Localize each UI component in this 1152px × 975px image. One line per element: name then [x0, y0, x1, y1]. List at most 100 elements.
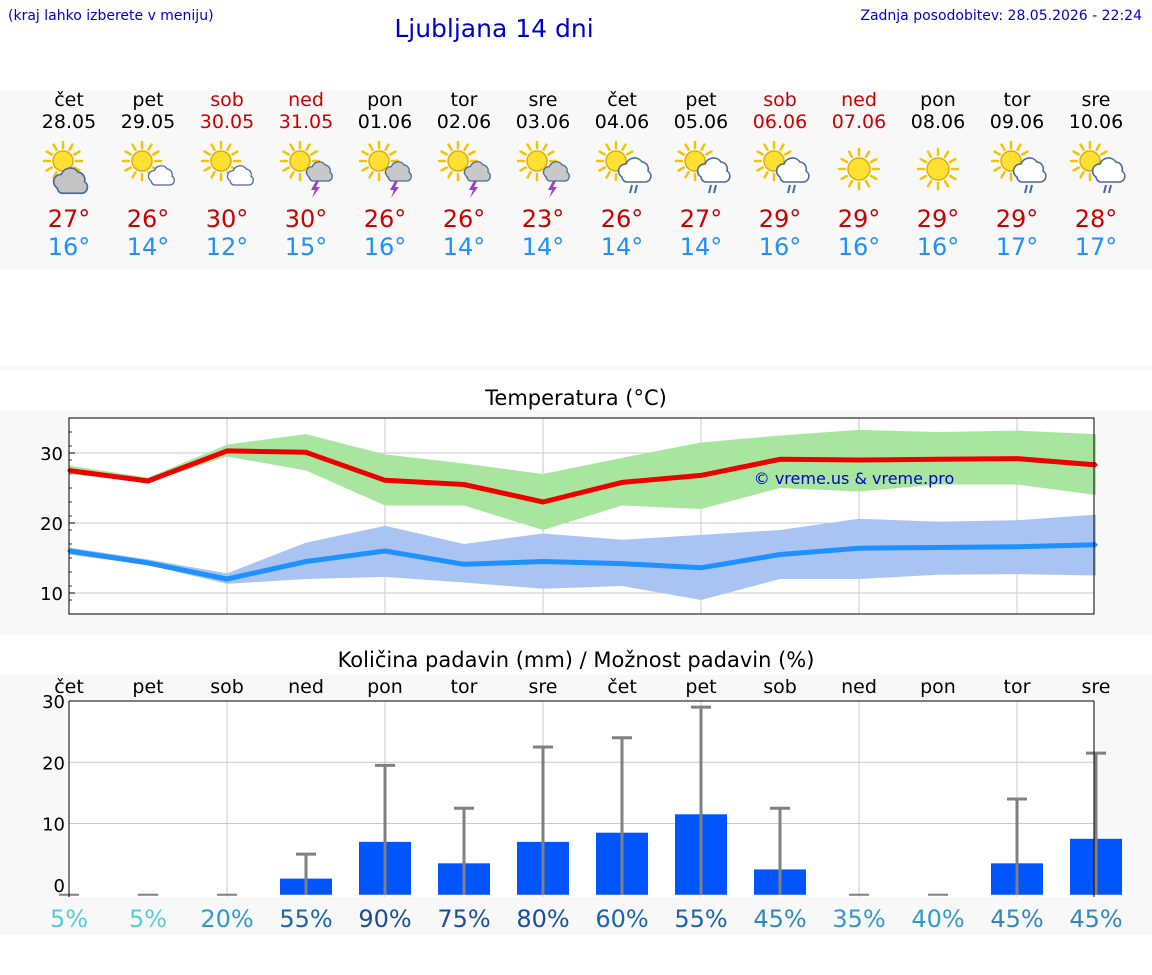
data-point: [699, 473, 703, 477]
data-point: [541, 560, 545, 563]
data-point: [146, 479, 150, 483]
y-tick-label: 30: [40, 444, 63, 465]
data-point: [1094, 463, 1098, 467]
forecast-day: tor 09.06 29° 17°: [972, 89, 1062, 261]
sun-rain-icon: [990, 140, 1047, 194]
precip-probability: 45%: [753, 905, 806, 933]
data-point: [620, 480, 624, 484]
last-updated: Zadnja posodobitev: 28.05.2026 - 22:24: [860, 8, 1142, 24]
y-tick-label: 30: [42, 692, 65, 713]
min-temperature: 16°: [758, 233, 802, 261]
day-label: čet: [607, 676, 637, 698]
sun-rain-icon: [674, 140, 731, 194]
min-temperature: 15°: [284, 233, 328, 261]
max-temp-range-band: [69, 429, 1096, 530]
day-label: sob: [210, 676, 244, 698]
sun-rain-icon: [1069, 140, 1126, 194]
precip-probability: 45%: [990, 905, 1043, 933]
precipitation-chart: čet pet sob ned pon tor sre čet pet sob ned pon tor s…: [42, 676, 1123, 933]
data-point: [304, 560, 308, 563]
y-tick-label: 20: [42, 753, 65, 774]
data-point: [225, 449, 229, 453]
data-point: [225, 577, 229, 581]
forecast-strip: [0, 90, 1152, 270]
max-temperature: 28°: [1074, 205, 1118, 233]
sun-icon: [916, 147, 960, 191]
day-name: sre: [528, 89, 558, 111]
day-date: 03.06: [515, 111, 571, 133]
data-point: [936, 457, 940, 461]
precip-probability: 20%: [200, 905, 253, 933]
day-label: pon: [367, 676, 403, 698]
day-date: 28.05: [41, 111, 97, 133]
day-date: 29.05: [120, 111, 176, 133]
data-point: [699, 566, 703, 570]
precip-probability: 5%: [50, 905, 88, 933]
data-point: [857, 546, 861, 550]
forecast-day: pon 08.06 29° 16°: [893, 89, 983, 261]
location-hint[interactable]: (kraj lahko izberete v meniju): [8, 8, 214, 24]
sun-small-cloud-icon: [121, 140, 175, 186]
day-name: pet: [685, 89, 717, 111]
precip-probability: 80%: [516, 905, 569, 933]
max-temperature: 29°: [837, 205, 881, 233]
forecast-day: ned 31.05 30° 15°: [261, 89, 351, 261]
day-date: 07.06: [831, 111, 887, 133]
data-point: [778, 553, 782, 556]
precip-probability: 40%: [911, 905, 964, 933]
day-name: sob: [763, 89, 797, 111]
forecast-day: čet 04.06 26° 14°: [577, 89, 667, 261]
day-label: tor: [451, 676, 478, 698]
day-date: 30.05: [199, 111, 255, 133]
day-name: pon: [920, 89, 956, 111]
max-temperature: 23°: [521, 205, 565, 233]
min-temp-range-band: [69, 514, 1096, 600]
max-temperature: 26°: [600, 205, 644, 233]
sun-rain-icon: [595, 140, 652, 194]
day-label: čet: [54, 676, 84, 698]
precip-probability: 55%: [674, 905, 727, 933]
min-temperature: 14°: [521, 233, 565, 261]
precip-probability: 55%: [279, 905, 332, 933]
min-temperature: 14°: [679, 233, 723, 261]
y-tick-label: 20: [40, 514, 63, 535]
forecast-day: ned 07.06 29° 16°: [814, 89, 904, 261]
data-point: [541, 500, 545, 504]
forecast-day: pon 01.06 26° 16°: [340, 89, 430, 261]
precip-probability: 45%: [1069, 905, 1122, 933]
forecast-day: čet 28.05 27° 16°: [24, 89, 114, 261]
data-point: [857, 458, 861, 462]
day-name: čet: [607, 89, 637, 111]
sun-cloud-icon: [42, 140, 89, 195]
day-name: ned: [288, 89, 324, 111]
precip-probability: 60%: [595, 905, 648, 933]
forecast-day: tor 02.06 26° 14°: [419, 89, 509, 261]
day-name: tor: [450, 89, 478, 111]
min-temperature: 14°: [442, 233, 486, 261]
day-date: 01.06: [357, 111, 413, 133]
min-temperature: 14°: [600, 233, 644, 261]
max-temp-line: [68, 448, 1097, 505]
min-temperature: 17°: [995, 233, 1039, 261]
day-label: ned: [288, 676, 324, 698]
day-label: pon: [920, 676, 956, 698]
data-point: [936, 546, 940, 549]
day-label: ned: [841, 676, 877, 698]
watermark: © vreme.us & vreme.pro: [754, 469, 955, 488]
day-name: pon: [367, 89, 403, 111]
data-point: [383, 549, 387, 553]
precip-probability: 5%: [129, 905, 167, 933]
day-label: pet: [132, 676, 163, 698]
sun-thunderstorm-icon: [279, 140, 333, 198]
precipitation-chart-title: Količina padavin (mm) / Možnost padavin …: [337, 648, 815, 672]
min-temperature: 17°: [1074, 233, 1118, 261]
day-name: tor: [1003, 89, 1031, 111]
y-tick-label: 10: [40, 584, 63, 605]
y-tick-label: 10: [42, 815, 65, 836]
sun-icon: [837, 147, 881, 191]
max-temperature: 29°: [758, 205, 802, 233]
day-date: 06.06: [752, 111, 808, 133]
max-temperature: 27°: [47, 205, 91, 233]
forecast-day: pet 05.06 27° 14°: [656, 89, 746, 261]
day-date: 05.06: [673, 111, 729, 133]
